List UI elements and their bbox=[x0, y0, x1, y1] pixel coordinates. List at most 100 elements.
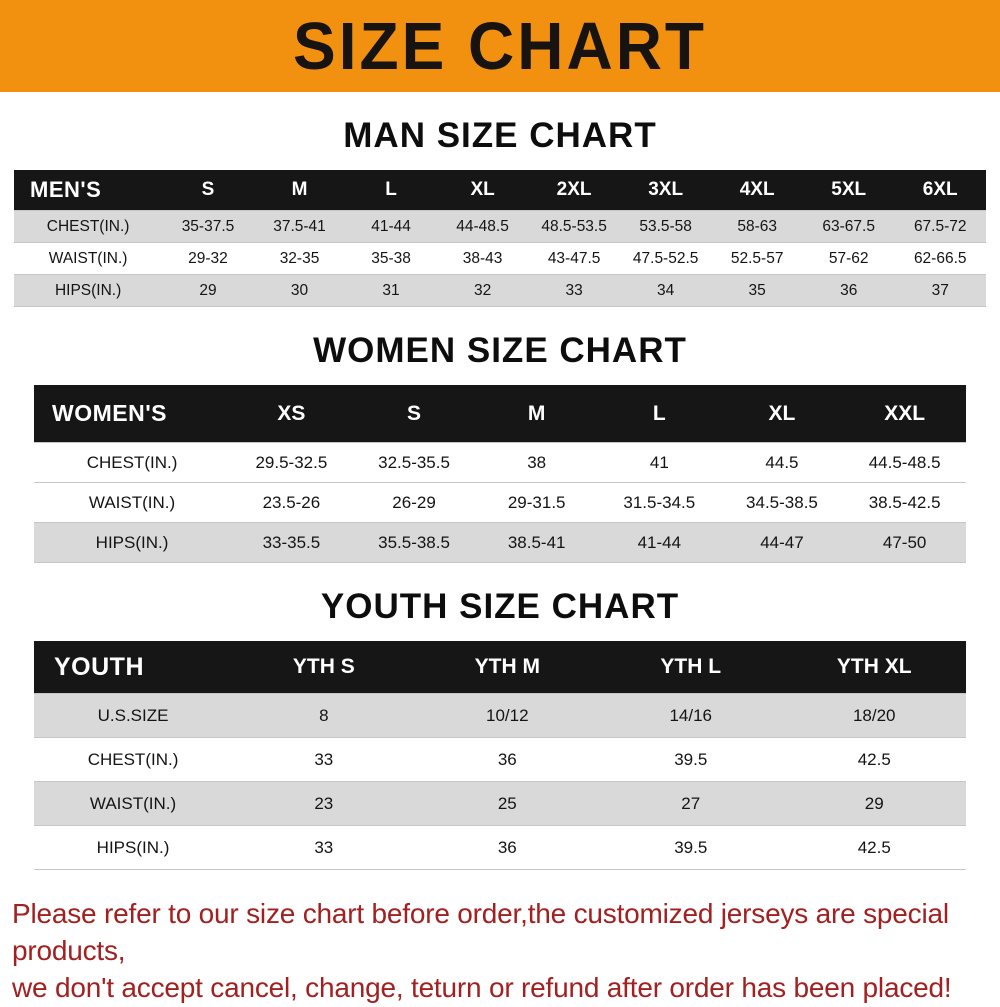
size-value: 26-29 bbox=[352, 482, 476, 523]
size-header-cell: YTH M bbox=[415, 641, 600, 694]
measurement-row: CHEST(IN.) 29.5-32.5 32.5-35.5 38 41 44.5 44.5… bbox=[34, 442, 966, 483]
size-value: 35.5-38.5 bbox=[352, 522, 476, 563]
size-value: 8 bbox=[232, 693, 416, 738]
size-header-cell: XXL bbox=[843, 385, 966, 443]
size-value: 33 bbox=[232, 737, 416, 782]
disclaimer-note: Please refer to our size chart before or… bbox=[0, 896, 1000, 1007]
women-size-table: WOMEN'S XS S M L XL XXL CHEST(IN.) 29.5-32.5 32.5… bbox=[34, 385, 966, 563]
table-title-cell: WOMEN'S bbox=[34, 385, 231, 443]
size-value: 53.5-58 bbox=[619, 210, 712, 243]
size-value: 18/20 bbox=[782, 693, 966, 738]
measurement-row: CHEST(IN.) 35-37.5 37.5-41 41-44 44-48.5 48.5… bbox=[14, 210, 986, 243]
size-value: 44.5-48.5 bbox=[843, 442, 966, 483]
size-value: 36 bbox=[415, 737, 600, 782]
size-header-cell: XS bbox=[230, 385, 353, 443]
size-header-cell: M bbox=[253, 170, 346, 211]
size-value: 62-66.5 bbox=[894, 242, 986, 275]
size-value: 47.5-52.5 bbox=[619, 242, 712, 275]
measurement-label: WAIST(IN.) bbox=[34, 781, 233, 826]
table-header-row: YOUTH YTH S YTH M YTH L YTH XL bbox=[34, 641, 966, 694]
size-value: 41-44 bbox=[598, 522, 721, 563]
measurement-label: CHEST(IN.) bbox=[34, 737, 233, 782]
youth-size-table: YOUTH YTH S YTH M YTH L YTH XL U.S.SIZE 8 10/12… bbox=[34, 641, 966, 870]
size-value: 41-44 bbox=[345, 210, 437, 243]
size-header-cell: 2XL bbox=[528, 170, 620, 211]
size-value: 38.5-42.5 bbox=[843, 482, 966, 523]
size-value: 29.5-32.5 bbox=[230, 442, 353, 483]
size-value: 32.5-35.5 bbox=[352, 442, 476, 483]
size-value: 35-37.5 bbox=[162, 210, 254, 243]
disclaimer-line-2: we don't accept cancel, change, teturn o… bbox=[12, 971, 952, 1003]
measurement-row: WAIST(IN.) 23 25 27 29 bbox=[34, 781, 966, 826]
size-value: 37 bbox=[894, 274, 986, 307]
women-size-section: WOMEN SIZE CHART WOMEN'S XS S M L XL XXL CHEST(… bbox=[0, 331, 1000, 563]
size-header-cell: YTH L bbox=[599, 641, 783, 694]
measurement-row: WAIST(IN.) 23.5-26 26-29 29-31.5 31.5-34.5 34… bbox=[34, 482, 966, 523]
size-value: 27 bbox=[599, 781, 783, 826]
size-value: 38-43 bbox=[436, 242, 529, 275]
size-value: 32-35 bbox=[253, 242, 346, 275]
table-header-row: WOMEN'S XS S M L XL XXL bbox=[34, 385, 966, 443]
size-value: 41 bbox=[598, 442, 721, 483]
size-value: 63-67.5 bbox=[802, 210, 895, 243]
measurement-row: CHEST(IN.) 33 36 39.5 42.5 bbox=[34, 737, 966, 782]
size-header-cell: XL bbox=[436, 170, 529, 211]
size-value: 33-35.5 bbox=[230, 522, 353, 563]
size-value: 67.5-72 bbox=[894, 210, 986, 243]
size-value: 37.5-41 bbox=[253, 210, 346, 243]
size-header-cell: M bbox=[475, 385, 598, 443]
size-value: 47-50 bbox=[843, 522, 966, 563]
size-value: 44.5 bbox=[720, 442, 844, 483]
women-section-heading: WOMEN SIZE CHART bbox=[313, 331, 687, 370]
size-value: 38 bbox=[475, 442, 598, 483]
size-value: 35 bbox=[711, 274, 803, 307]
size-value: 30 bbox=[253, 274, 346, 307]
size-header-cell: S bbox=[162, 170, 254, 211]
size-header-cell: 6XL bbox=[894, 170, 986, 211]
size-header-cell: YTH S bbox=[232, 641, 416, 694]
size-value: 43-47.5 bbox=[528, 242, 620, 275]
measurement-row: U.S.SIZE 8 10/12 14/16 18/20 bbox=[34, 693, 966, 738]
size-value: 52.5-57 bbox=[711, 242, 803, 275]
size-value: 36 bbox=[802, 274, 895, 307]
size-value: 44-48.5 bbox=[436, 210, 529, 243]
measurement-label: WAIST(IN.) bbox=[14, 242, 163, 275]
measurement-label: HIPS(IN.) bbox=[14, 274, 163, 307]
size-value: 42.5 bbox=[782, 737, 966, 782]
size-value: 32 bbox=[436, 274, 529, 307]
size-value: 38.5-41 bbox=[475, 522, 598, 563]
measurement-row: WAIST(IN.) 29-32 32-35 35-38 38-43 43-47.5 47.… bbox=[14, 242, 986, 275]
size-value: 57-62 bbox=[802, 242, 895, 275]
size-value: 42.5 bbox=[782, 825, 966, 870]
size-value: 29-32 bbox=[162, 242, 254, 275]
size-value: 36 bbox=[415, 825, 600, 870]
size-header-cell: S bbox=[352, 385, 476, 443]
size-value: 39.5 bbox=[599, 737, 783, 782]
size-header-cell: 4XL bbox=[711, 170, 803, 211]
measurement-label: HIPS(IN.) bbox=[34, 522, 231, 563]
size-value: 23 bbox=[232, 781, 416, 826]
size-value: 39.5 bbox=[599, 825, 783, 870]
size-header-cell: L bbox=[345, 170, 437, 211]
size-header-cell: 5XL bbox=[802, 170, 895, 211]
men-size-table: MEN'S S M L XL 2XL 3XL 4XL 5XL 6XL CHEST(IN.) 35-37… bbox=[14, 170, 986, 307]
size-value: 29-31.5 bbox=[475, 482, 598, 523]
measurement-row: HIPS(IN.) 29 30 31 32 33 34 35 36 37 bbox=[14, 274, 986, 307]
size-value: 25 bbox=[415, 781, 600, 826]
disclaimer-line-1: Please refer to our size chart before or… bbox=[12, 898, 949, 966]
measurement-label: HIPS(IN.) bbox=[34, 825, 233, 870]
size-value: 29 bbox=[782, 781, 966, 826]
size-value: 33 bbox=[232, 825, 416, 870]
measurement-label: CHEST(IN.) bbox=[34, 442, 231, 483]
table-header-row: MEN'S S M L XL 2XL 3XL 4XL 5XL 6XL bbox=[14, 170, 986, 211]
size-value: 44-47 bbox=[720, 522, 844, 563]
size-value: 31 bbox=[345, 274, 437, 307]
size-header-cell: YTH XL bbox=[782, 641, 966, 694]
men-size-section: MAN SIZE CHART MEN'S S M L XL 2XL 3XL 4XL 5XL 6XL… bbox=[0, 116, 1000, 307]
size-value: 48.5-53.5 bbox=[528, 210, 620, 243]
size-header-cell: XL bbox=[720, 385, 844, 443]
size-value: 33 bbox=[528, 274, 620, 307]
measurement-label: WAIST(IN.) bbox=[34, 482, 231, 523]
size-value: 29 bbox=[162, 274, 254, 307]
measurement-row: HIPS(IN.) 33-35.5 35.5-38.5 38.5-41 41-44 44-… bbox=[34, 522, 966, 563]
